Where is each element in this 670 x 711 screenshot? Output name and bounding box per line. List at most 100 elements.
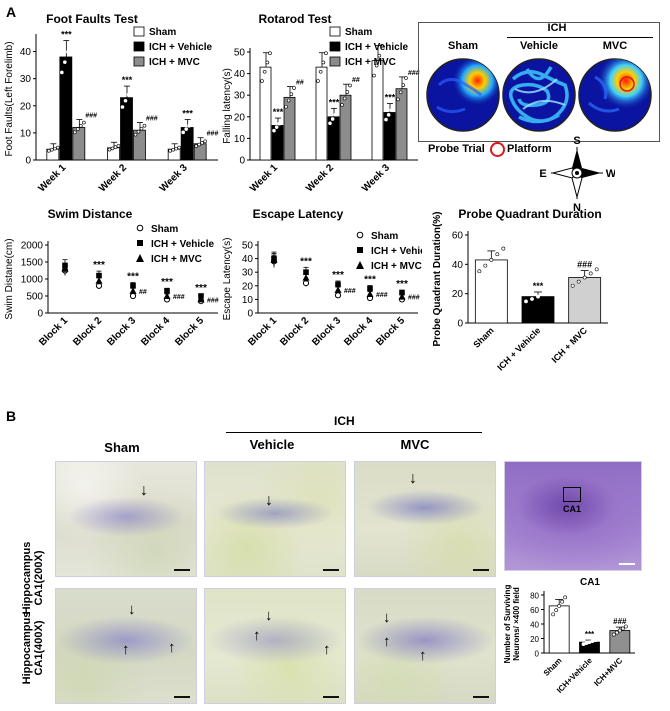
arrow-up-icon: ↑ [122, 641, 130, 658]
data-point [389, 108, 394, 112]
data-point [63, 60, 67, 64]
data-point [548, 289, 552, 294]
data-point [73, 130, 77, 135]
micrograph-sham-200x: ↓ [55, 461, 197, 577]
y-tick-label: 1500 [21, 258, 44, 269]
data-point [334, 292, 342, 299]
legend-marker [136, 224, 144, 232]
sig-label: *** [122, 75, 133, 85]
data-point [542, 292, 546, 297]
data-point [396, 97, 400, 102]
data-point [617, 628, 622, 633]
ca1-neuron-chart: CA1 0 20 40 60 80 Number of Surviving Neurons/ … [503, 577, 635, 695]
heatmap-ich-label: ICH [547, 22, 567, 34]
sig-label: *** [93, 260, 105, 271]
y-axis-label: Escape Latency(s) [222, 238, 233, 321]
hist-ich-line [226, 432, 482, 433]
arrow-up-icon: ↑ [253, 627, 261, 644]
micrograph-mvc-200x: ↓ [354, 461, 496, 577]
data-point [107, 147, 112, 152]
data-point [95, 277, 103, 284]
x-tick-label: Block 4 [139, 315, 172, 348]
x-tick-label: Block 2 [71, 315, 104, 348]
y-tick-label: 40 [234, 69, 246, 80]
chart-title: Swim Distance [48, 207, 133, 221]
y-axis-label: Foot Faults(Left Forelimb) [4, 41, 15, 156]
data-point [171, 147, 175, 152]
scale-bar [174, 696, 190, 698]
arrow-up-icon: ↑ [323, 641, 331, 658]
bar [180, 127, 194, 161]
data-point [66, 50, 70, 54]
y-tick-label: 0 [457, 319, 463, 330]
x-tick-label: Sham [471, 325, 495, 349]
data-point [392, 103, 396, 108]
data-point [560, 599, 565, 604]
arrow-down-icon: ↓ [409, 470, 417, 487]
micrograph-vehicle-400x: ↓ ↑ ↑ [204, 588, 346, 704]
data-point [292, 86, 296, 90]
data-point [336, 108, 340, 113]
data-point [330, 117, 335, 121]
y-tick-label: 0 [25, 156, 31, 167]
data-point [284, 104, 288, 109]
data-point [303, 269, 309, 275]
legend-label: ICH + Vehicle [345, 42, 409, 53]
arrow-down-icon: ↓ [265, 492, 273, 509]
data-point [194, 144, 198, 148]
data-point [324, 51, 328, 55]
y-tick-label: 20 [242, 281, 254, 292]
y-tick-label: 0 [37, 309, 43, 320]
legend-label: Sham [151, 224, 178, 235]
bar [395, 88, 408, 161]
panel-b-letter: B [6, 408, 17, 424]
data-point [61, 265, 69, 272]
arrow-down-icon: ↓ [265, 607, 273, 624]
legend-marker [356, 231, 364, 239]
data-point [123, 98, 128, 103]
x-tick-label: Block 5 [173, 315, 206, 348]
data-point [289, 92, 294, 97]
data-point [181, 130, 185, 135]
sig-label: *** [182, 108, 193, 118]
data-point [142, 123, 147, 128]
data-point [366, 290, 374, 297]
data-point [197, 295, 205, 303]
data-point [270, 256, 278, 263]
bar [283, 96, 296, 161]
data-point [126, 92, 131, 97]
bar [339, 94, 352, 161]
sig-label: *** [273, 107, 284, 117]
arrow-up-icon: ↑ [168, 639, 176, 656]
y-axis-label: Neurons/ ×400 field [512, 587, 521, 661]
data-point [614, 630, 619, 635]
legend-label: ICH + Vehicle [151, 239, 215, 250]
x-tick-label: ICH + MVC [550, 325, 590, 365]
y-tick-label: 30 [20, 74, 32, 85]
scale-bar [174, 569, 190, 571]
sig-label: *** [396, 279, 408, 290]
heatmap-label-vehicle: Vehicle [520, 40, 558, 52]
legend-label: ICH + MVC [151, 254, 202, 265]
legend-marker [356, 261, 364, 269]
bar [327, 116, 340, 161]
data-point [333, 112, 338, 117]
y-tick-label: 20 [530, 635, 539, 644]
bar [59, 56, 73, 161]
sig-label: *** [300, 256, 312, 267]
chart-title: Probe Quadrant Duration [458, 207, 601, 221]
data-point [348, 83, 352, 88]
x-tick-label: Block 2 [278, 315, 311, 348]
x-tick-label: Week 2 [97, 162, 129, 194]
y-tick-label: 20 [452, 289, 464, 300]
data-point [489, 258, 494, 262]
data-point [60, 70, 64, 75]
bar [271, 125, 284, 161]
data-point [483, 263, 488, 268]
data-point [76, 127, 80, 131]
data-point [321, 60, 326, 65]
legend-label: ICH + Vehicle [149, 42, 213, 53]
data-point [501, 246, 506, 251]
x-tick-label: ICH+MVC [592, 656, 624, 688]
